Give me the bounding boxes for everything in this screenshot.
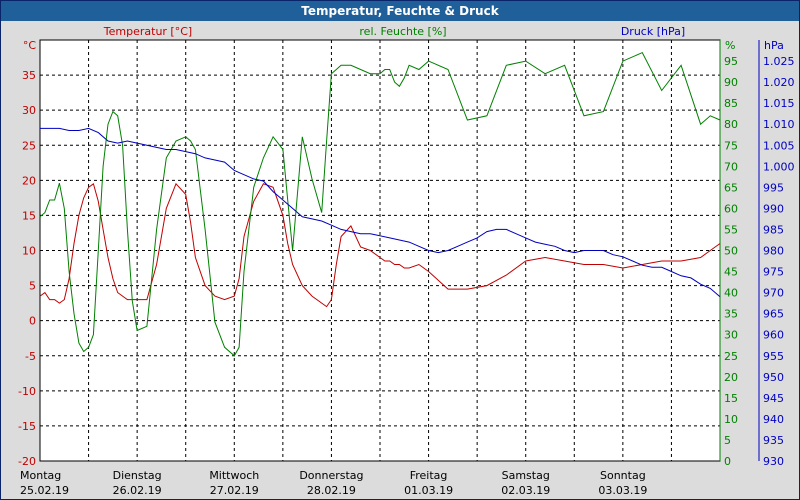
pressure-axis-tick-label: 1.025 [763,55,795,68]
humidity-axis-tick-label: 70 [724,160,738,173]
left-axis-tick-label: 0 [29,315,36,328]
humidity-axis-tick-label: 85 [724,97,738,110]
x-axis-labels: Montag 25.02.19 Dienstag 26.02.19 Mittwoch 27… [20,469,647,497]
x-axis-date: 03.03.19 [598,484,647,497]
x-axis-date: 26.02.19 [113,484,162,497]
humidity-axis-tick-label: 30 [724,329,738,342]
pressure-axis-tick-label: 990 [763,202,784,215]
x-axis-weekday: Donnerstag [299,469,363,482]
left-axis-tick-label: 25 [22,139,36,152]
x-axis-date: 28.02.19 [307,484,356,497]
chart-title: Temperatur, Feuchte & Druck [1,1,799,21]
series-label-pressure: Druck [hPa] [621,25,685,38]
pressure-axis-tick-label: 985 [763,223,784,236]
series-label-temperature: Temperatur [°C] [103,25,192,38]
humidity-axis-tick-label: 35 [724,308,738,321]
x-axis-weekday: Sonntag [600,469,646,482]
x-axis-date: 25.02.19 [20,484,69,497]
pressure-axis-tick-label: 970 [763,287,784,300]
left-axis-tick-label: 35 [22,69,36,82]
pressure-axis-tick-label: 950 [763,371,784,384]
humidity-axis-tick-label: 75 [724,139,738,152]
pressure-axis-tick-label: 1.015 [763,97,795,110]
right-axis-unit-humidity: % [725,39,735,52]
left-axis-tick-label: 15 [22,209,36,222]
x-axis-weekday: Montag [20,469,61,482]
x-axis-date: 01.03.19 [404,484,453,497]
x-axis-weekday: Freitag [410,469,448,482]
pressure-axis-tick-label: 975 [763,266,784,279]
left-axis-tick-label: -15 [18,420,36,433]
left-axis-ticks: -20 -15 -10 -5 0 5 10 15 20 25 30 35 [18,69,36,468]
humidity-axis-ticks: 0 5 10 15 20 25 30 35 40 45 50 55 60 65 70 75 80 85 90 95 [724,55,738,468]
humidity-axis-tick-label: 80 [724,118,738,131]
humidity-axis-tick-label: 90 [724,76,738,89]
left-axis-tick-label: -5 [25,350,36,363]
pressure-line [40,127,721,298]
left-axis-tick-label: 5 [29,280,36,293]
pressure-axis-tick-label: 980 [763,245,784,258]
pressure-axis-tick-label: 940 [763,413,784,426]
humidity-axis-tick-label: 95 [724,55,738,68]
humidity-line [39,51,721,357]
x-axis-date: 02.03.19 [501,484,550,497]
humidity-axis-tick-label: 15 [724,392,738,405]
humidity-axis-tick-label: 55 [724,223,738,236]
pressure-axis-tick-label: 935 [763,434,784,447]
pressure-axis-tick-label: 930 [763,455,784,468]
left-axis-tick-label: -10 [18,385,36,398]
left-axis-tick-label: 30 [22,104,36,117]
pressure-axis-tick-label: 1.010 [763,118,795,131]
left-axis-tick-label: 10 [22,245,36,258]
humidity-axis-tick-label: 25 [724,350,738,363]
pressure-axis-tick-label: 1.000 [763,160,795,173]
temperature-line [39,182,721,308]
humidity-axis-tick-label: 5 [724,434,731,447]
humidity-axis-tick-label: 10 [724,413,738,426]
pressure-axis-tick-label: 995 [763,181,784,194]
right-axis-unit-pressure: hPa [764,39,784,52]
pressure-axis-tick-label: 955 [763,350,784,363]
humidity-axis-tick-label: 20 [724,371,738,384]
pressure-axis-tick-label: 945 [763,392,784,405]
left-axis-unit: °C [23,39,37,52]
x-axis-date: 27.02.19 [210,484,259,497]
humidity-axis-tick-label: 40 [724,287,738,300]
left-axis-tick-label: -20 [18,455,36,468]
humidity-axis-tick-label: 60 [724,202,738,215]
x-axis-weekday: Mittwoch [209,469,259,482]
humidity-axis-tick-label: 50 [724,245,738,258]
series-label-humidity: rel. Feuchte [%] [359,25,446,38]
humidity-axis-tick-label: 45 [724,266,738,279]
x-axis-weekday: Samstag [502,469,550,482]
pressure-axis-tick-label: 965 [763,308,784,321]
left-axis-tick-label: 20 [22,174,36,187]
pressure-axis-tick-label: 1.005 [763,139,795,152]
pressure-axis-tick-label: 960 [763,329,784,342]
grid-lines [40,39,720,461]
pressure-axis-ticks: 930 935 940 945 950 955 960 965 970 975 980 985 990 9… [763,55,795,468]
pressure-axis-tick-label: 1.020 [763,76,795,89]
x-axis-weekday: Dienstag [113,469,162,482]
humidity-axis-tick-label: 65 [724,181,738,194]
series-lines [39,51,721,357]
humidity-axis-tick-label: 0 [724,455,731,468]
